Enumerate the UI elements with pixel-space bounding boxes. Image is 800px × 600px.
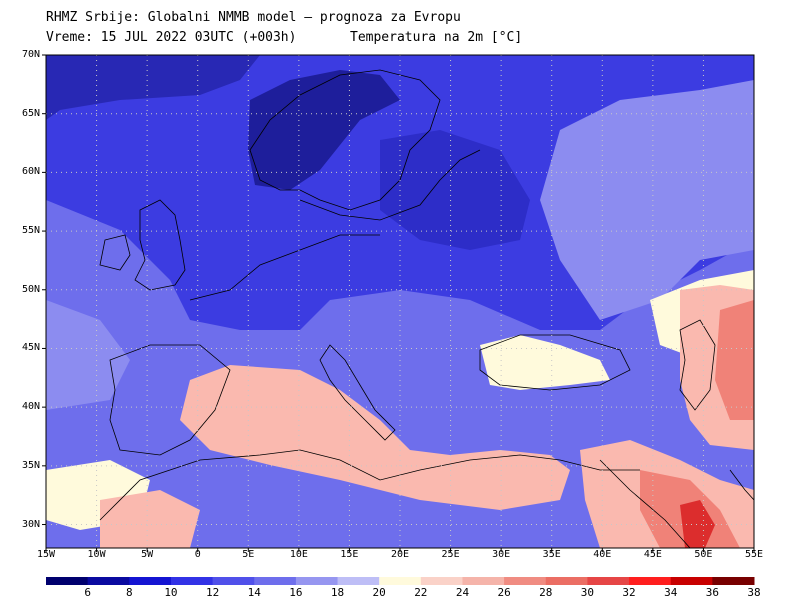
- cold-zone-arctic: [46, 55, 260, 120]
- coast-iberia: [109, 344, 231, 456]
- colorbar-label: 8: [125, 586, 133, 599]
- colorbar-swatch: [420, 577, 463, 585]
- very-hot-zone-redsea: [680, 500, 715, 548]
- coastlines: [99, 69, 754, 548]
- coast-blacksea: [479, 334, 631, 391]
- colorbar-label: 18: [330, 586, 345, 599]
- coast-north-europe: [189, 234, 380, 301]
- colorbar: [46, 577, 755, 585]
- lon-label: 10W: [87, 549, 106, 560]
- mild-zone-west: [46, 300, 130, 410]
- lat-label: 60N: [21, 166, 40, 178]
- valid-time: Vreme: 15 JUL 2022 03UTC (+003h): [46, 30, 297, 45]
- mild-zone-east: [540, 80, 754, 320]
- colorbar-swatch: [504, 577, 547, 585]
- lat-label: 55N: [21, 225, 40, 237]
- colorbar-swatch: [337, 577, 380, 585]
- colorbar-label: 10: [164, 586, 178, 599]
- colorbar-label: 6: [84, 586, 91, 599]
- neutral-zone-blacksea: [480, 335, 610, 390]
- lon-label: 10E: [289, 549, 308, 560]
- hot-zone-iraq: [715, 300, 754, 420]
- colorbar-label: 20: [372, 586, 386, 599]
- cold-zone-norway: [248, 70, 400, 190]
- colorbar-label: 28: [539, 586, 553, 599]
- lat-label: 70N: [21, 49, 40, 60]
- colorbar-label: 30: [580, 586, 595, 599]
- colorbar-label: 16: [289, 586, 303, 599]
- field-name: Temperatura na 2m [°C]: [350, 30, 523, 45]
- lon-label: 5E: [242, 549, 255, 560]
- colorbar-swatch: [129, 577, 172, 585]
- coast-baltic: [299, 149, 481, 221]
- lon-label: 0: [194, 549, 201, 560]
- lon-label: 20E: [390, 549, 410, 560]
- coast-italy: [319, 344, 396, 441]
- coast-scandinavia: [249, 69, 441, 211]
- colorbar-swatch: [46, 577, 89, 585]
- colorbar-label: 12: [205, 586, 220, 599]
- coast-gulf: [729, 469, 754, 501]
- warm-zone-africa: [100, 490, 200, 548]
- lat-label: 45N: [21, 342, 40, 354]
- colorbar-label: 22: [414, 586, 428, 599]
- colorbar-swatch: [545, 577, 588, 585]
- lon-label: 30E: [492, 549, 511, 560]
- colorbar-label: 26: [497, 586, 511, 599]
- colorbar-label: 34: [664, 586, 678, 599]
- lon-label: 35E: [542, 549, 561, 560]
- lat-label: 35N: [21, 459, 40, 471]
- cold-zone-russia: [380, 130, 530, 250]
- lon-label: 15W: [36, 549, 56, 560]
- warm-zone-mediterranean: [180, 365, 570, 510]
- colorbar-label: 24: [455, 586, 470, 599]
- colorbar-label: 32: [622, 586, 636, 599]
- mild-zone-balkan: [360, 320, 500, 440]
- colorbar-swatch: [629, 577, 672, 585]
- colorbar-label: 36: [705, 586, 719, 599]
- colorbar-swatch: [170, 577, 214, 585]
- axis-ticks: [42, 54, 755, 552]
- colorbar-swatch: [295, 577, 339, 585]
- lat-label: 50N: [21, 283, 40, 295]
- colorbar-swatch: [212, 577, 255, 585]
- colorbar-label: 14: [247, 586, 261, 599]
- lon-label: 50E: [694, 549, 713, 560]
- coast-ireland: [99, 234, 131, 271]
- colorbar-swatch: [379, 577, 422, 585]
- lon-label: 5W: [141, 549, 154, 560]
- lat-label: 30N: [21, 518, 40, 530]
- lon-label: 45E: [643, 549, 662, 560]
- colorbar-swatch: [712, 577, 755, 585]
- colorbar-swatch: [462, 577, 505, 585]
- coast-caspian: [679, 319, 716, 411]
- temperature-field: [46, 55, 754, 548]
- coast-africa: [99, 449, 640, 521]
- lon-label: 55E: [744, 549, 764, 560]
- coast-redsea: [599, 459, 691, 548]
- graticule: [46, 55, 754, 548]
- lon-label: 40E: [593, 549, 612, 560]
- coast-britain: [134, 199, 186, 291]
- colorbar-swatch: [670, 577, 713, 585]
- colorbar-swatch: [587, 577, 630, 585]
- map-title: RHMZ Srbije: Globalni NMMB model — progn…: [46, 10, 461, 25]
- lat-label: 40N: [21, 401, 40, 413]
- colorbar-swatch: [254, 577, 297, 585]
- lat-label: 65N: [21, 107, 40, 119]
- colorbar-swatch: [87, 577, 130, 585]
- lon-label: 15E: [340, 549, 359, 560]
- lon-label: 25E: [441, 549, 460, 560]
- colorbar-label: 38: [747, 586, 761, 599]
